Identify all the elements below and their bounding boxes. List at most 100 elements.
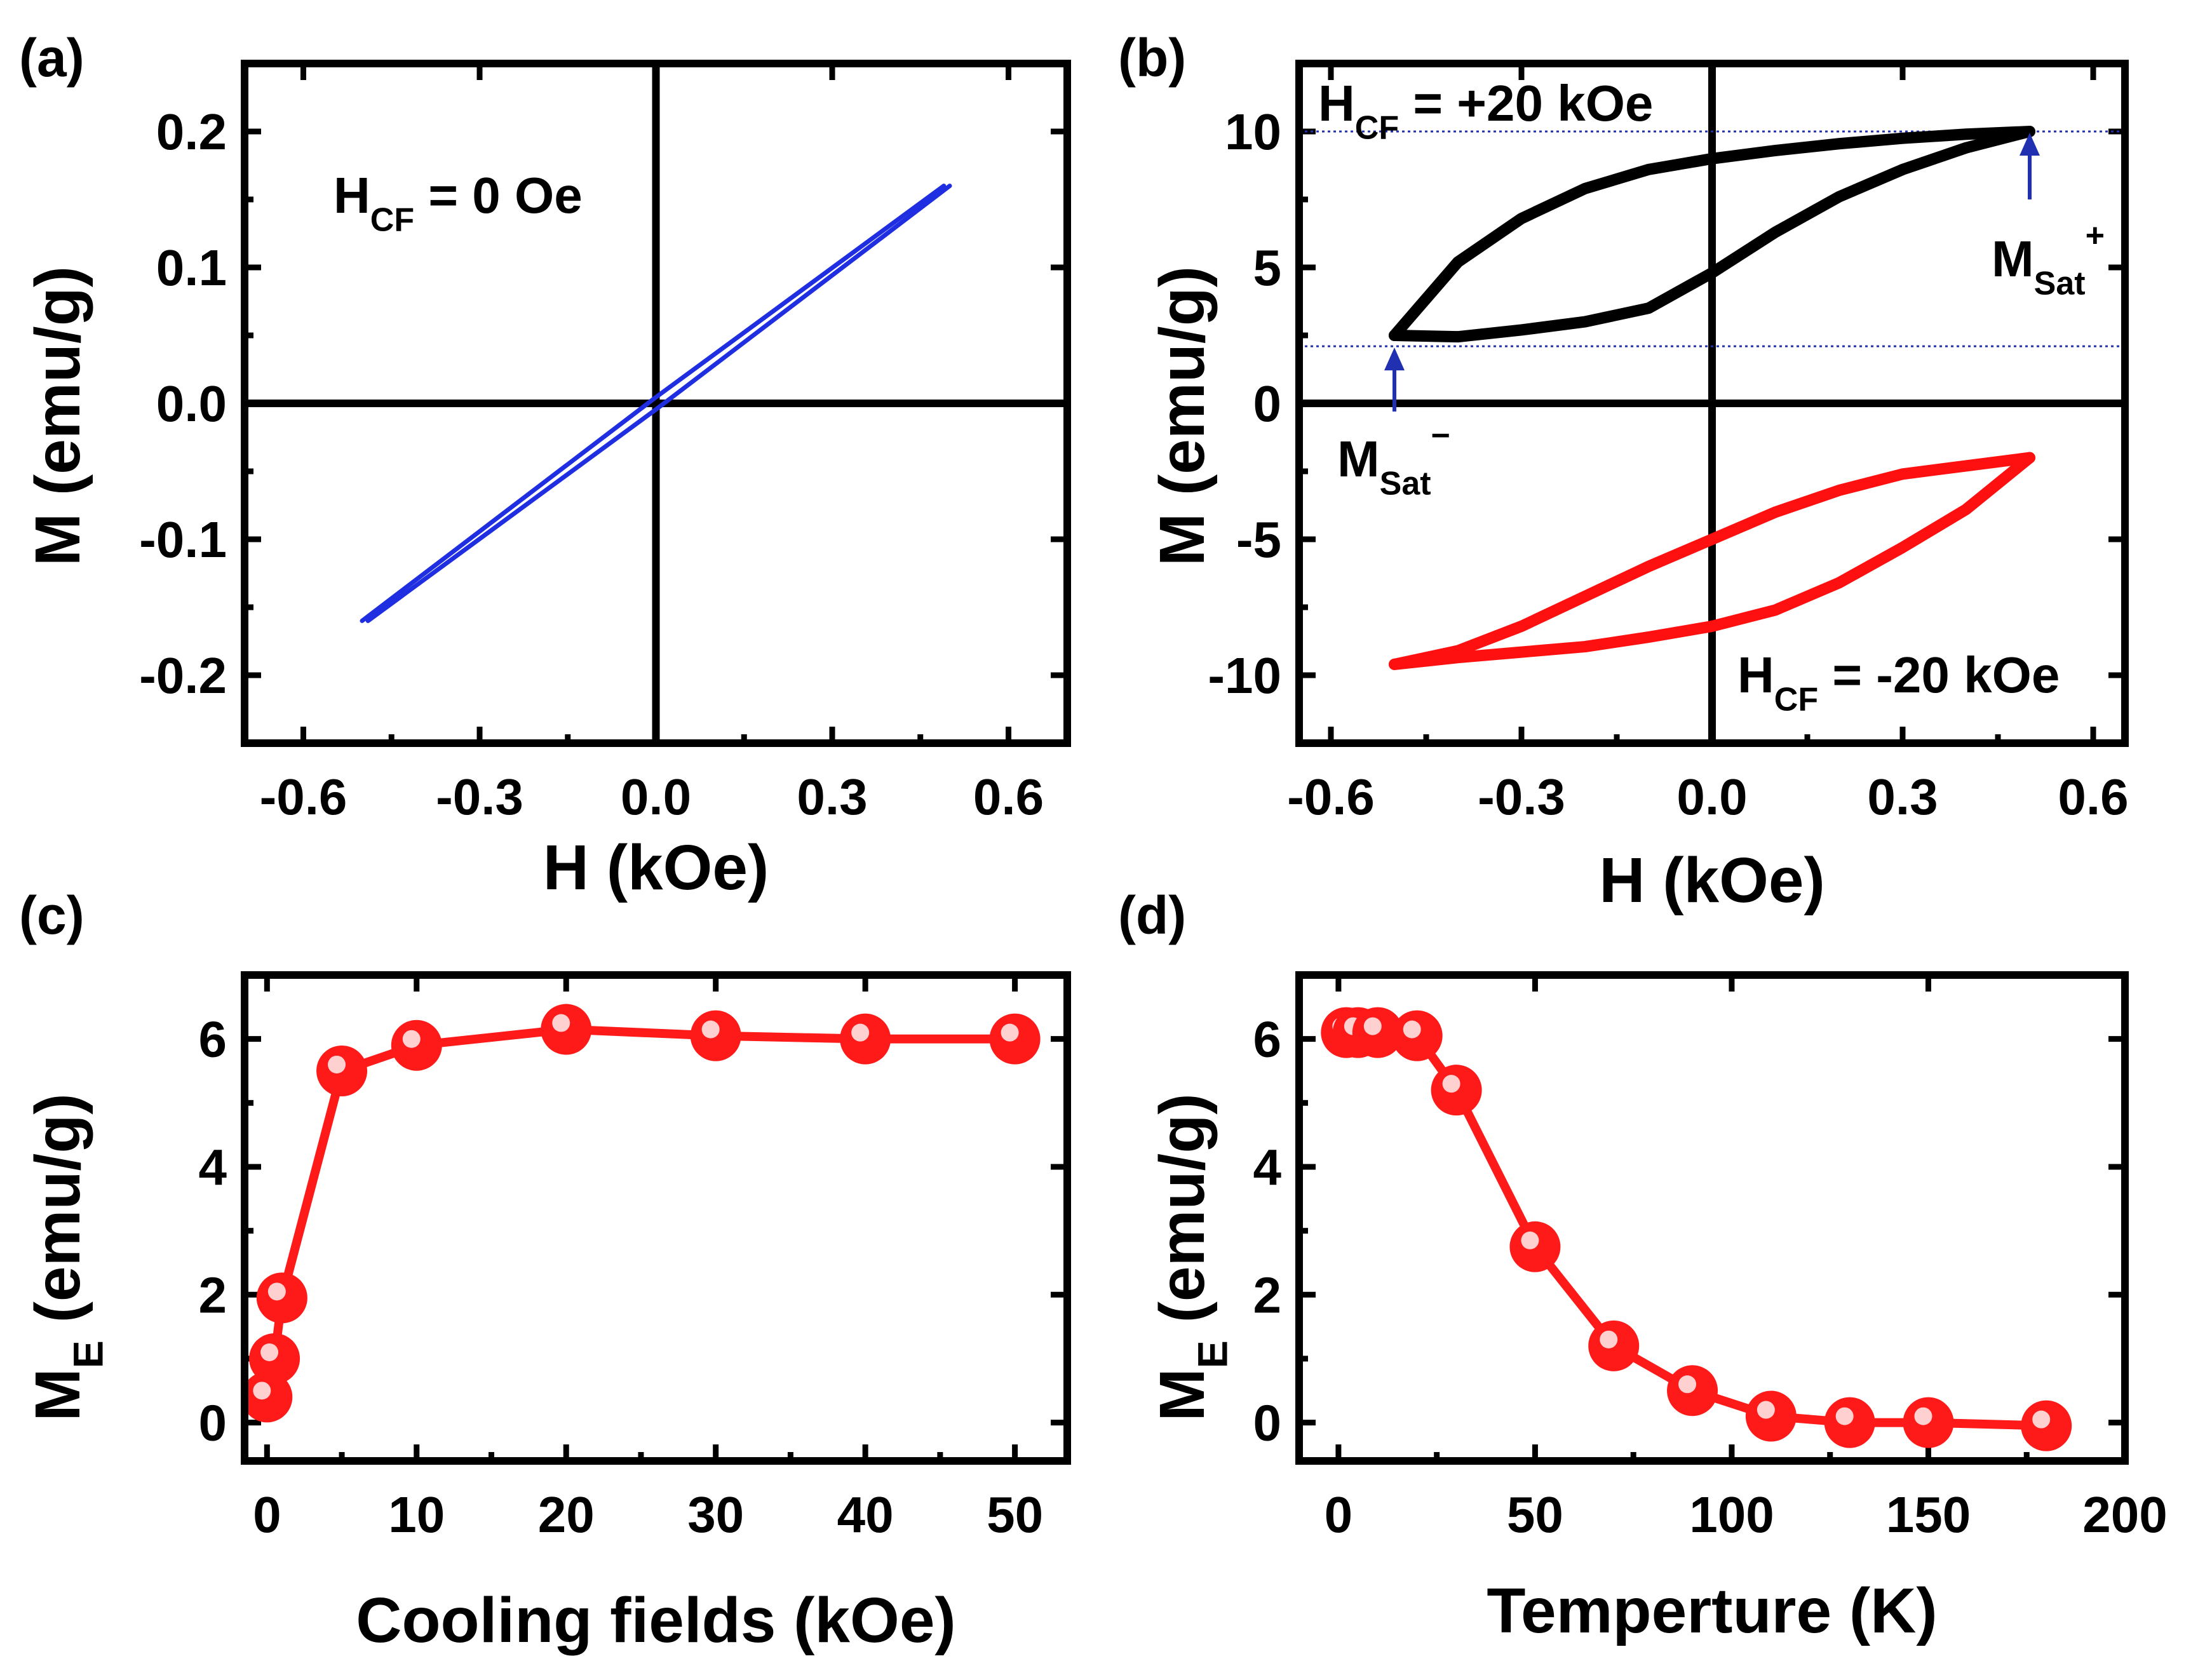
annotation-hcf-negative: HCF = -20 kOe (1737, 647, 2060, 718)
series-line (262, 1025, 1015, 1398)
data-point-highlight (1914, 1407, 1932, 1425)
y-tick-label: 2 (1253, 1267, 1282, 1323)
y-axis-label: M (emu/g) (1147, 266, 1218, 566)
annotation-msat-plus-sup: + (2086, 217, 2105, 254)
y-tick-label: 5 (1253, 239, 1282, 296)
loop-a-lower-branch (1389, 126, 2035, 343)
annotation-hcf-negative-main: H (1737, 647, 1774, 703)
x-tick-label: 0.0 (621, 769, 691, 825)
plot-frame (1295, 971, 2129, 1465)
x-tick-label: 50 (987, 1486, 1043, 1543)
annotation-msat-plus-main: M (1992, 231, 2034, 287)
annotation-hcf: HCF = 0 Oe (334, 167, 583, 239)
data-point-highlight (552, 1014, 570, 1032)
x-axis-label: Cooling fields (kOe) (356, 1585, 955, 1656)
x-tick-label: 0 (1325, 1486, 1353, 1543)
x-tick-label: -0.6 (260, 769, 347, 825)
panel-d: (d) 0 50 100 150 200 0 2 4 6 Temperture (K) ME (emu… (1118, 885, 2168, 1646)
annotation-hcf-sub: CF (370, 202, 414, 239)
x-tick-label: 0.3 (797, 769, 867, 825)
data-point-highlight (253, 1382, 271, 1400)
annotation-hcf-negative-sub: CF (1774, 682, 1818, 718)
y-tick-label: 4 (1253, 1139, 1282, 1195)
data-point-highlight (267, 1282, 286, 1301)
y-tick-label: 10 (1225, 104, 1281, 160)
y-tick-label: 0.1 (156, 239, 227, 296)
annotation-msat-minus: MSat− (1337, 417, 1450, 502)
annotation-msat-minus-sup: − (1431, 417, 1450, 454)
x-tick-label: -0.6 (1287, 769, 1375, 825)
loop-a-upper-branch (360, 184, 947, 623)
x-tick-label: 0.3 (1867, 769, 1938, 825)
panel-label: (c) (19, 885, 84, 945)
y-tick-label: 6 (199, 1011, 227, 1068)
data-point-highlight (402, 1030, 421, 1048)
annotation-msat-plus: MSat+ (1992, 217, 2105, 302)
y-axis-label: ME (emu/g) (1147, 1093, 1236, 1421)
data-point-highlight (260, 1343, 279, 1361)
y-axis-label-sub: E (1189, 1340, 1236, 1368)
y-axis-label-rest: (emu/g) (22, 1093, 93, 1340)
annotation-hcf-negative-rest: = -20 kOe (1818, 647, 2060, 703)
data-point-highlight (1001, 1023, 1019, 1042)
annotation-msat-minus-main: M (1337, 431, 1380, 487)
y-axis-label-sub: E (64, 1340, 111, 1368)
x-tick-label: 0.6 (2058, 769, 2128, 825)
panel-label: (b) (1118, 28, 1186, 88)
x-tick-label: 0 (253, 1486, 281, 1543)
panel-a: (a) -0.6 -0.3 0.0 0.3 0.6 -0.2 -0.1 0.0 0.1 0.2 H (… (19, 28, 1071, 903)
loop-a-lower-branch (365, 184, 952, 623)
annotation-hcf-rest: = 0 Oe (414, 167, 583, 224)
y-tick-label: 0 (199, 1395, 227, 1451)
annotation-hcf-positive-rest: = +20 kOe (1399, 75, 1653, 131)
y-tick-label: -0.1 (139, 511, 227, 568)
y-tick-label: -10 (1208, 647, 1281, 704)
plot-frame (1295, 60, 2129, 747)
data-point-highlight (1363, 1017, 1382, 1035)
data-point-highlight (1600, 1330, 1618, 1349)
x-tick-label: -0.3 (1478, 769, 1565, 825)
data-point-highlight (1835, 1407, 1854, 1425)
y-axis-label-main: M (22, 1368, 93, 1421)
loop-b-lower-branch (1389, 452, 2035, 670)
annotation-msat-minus-sub: Sat (1380, 466, 1431, 502)
x-tick-label: 50 (1507, 1486, 1563, 1543)
data-point-highlight (1403, 1020, 1421, 1039)
x-tick-label: 40 (837, 1486, 894, 1543)
panel-label: (d) (1118, 885, 1186, 945)
panel-label: (a) (19, 28, 84, 88)
x-tick-label: 150 (1886, 1486, 1971, 1543)
y-tick-label: 0.2 (156, 104, 227, 160)
y-tick-label: 4 (199, 1139, 227, 1195)
x-axis-label: H (kOe) (1599, 845, 1825, 916)
panel-c: (c) 0 10 20 30 40 50 0 2 4 6 Cooling fields (kOe) ME… (19, 885, 1071, 1656)
arrow-head (1384, 347, 1405, 371)
plot-frame (241, 971, 1071, 1465)
y-tick-label: -0.2 (139, 647, 227, 704)
data-point-highlight (1442, 1075, 1460, 1093)
y-tick-label: 0.0 (156, 375, 227, 432)
y-tick-label: 2 (199, 1267, 227, 1323)
y-axis-label-main: M (1147, 1368, 1218, 1421)
x-tick-label: 20 (538, 1486, 595, 1543)
x-tick-label: 0.6 (973, 769, 1044, 825)
x-axis-label: Temperture (K) (1487, 1575, 1937, 1646)
data-point-highlight (2032, 1410, 2051, 1429)
x-tick-label: 200 (2082, 1486, 2167, 1543)
data-point-highlight (851, 1023, 870, 1042)
y-tick-label: -5 (1236, 511, 1281, 568)
y-axis-label: M (emu/g) (22, 266, 93, 566)
y-axis-label-rest: (emu/g) (1147, 1093, 1218, 1340)
data-point-highlight (1521, 1231, 1539, 1249)
annotation-hcf-positive: HCF = +20 kOe (1318, 75, 1653, 147)
y-axis-label: ME (emu/g) (22, 1093, 111, 1421)
arrow-head (2020, 133, 2040, 156)
loop-b-upper-branch (1389, 452, 2035, 670)
annotation-hcf-main: H (334, 167, 370, 224)
panel-b: (b) -0.6 -0.3 0.0 0.3 0.6 -10 -5 0 5 10 H (kOe) M (e… (1118, 28, 2129, 916)
loop-a-upper-branch (1389, 126, 2035, 341)
x-tick-label: 100 (1689, 1486, 1774, 1543)
data-point-highlight (1678, 1375, 1697, 1394)
plot-frame (241, 60, 1071, 747)
